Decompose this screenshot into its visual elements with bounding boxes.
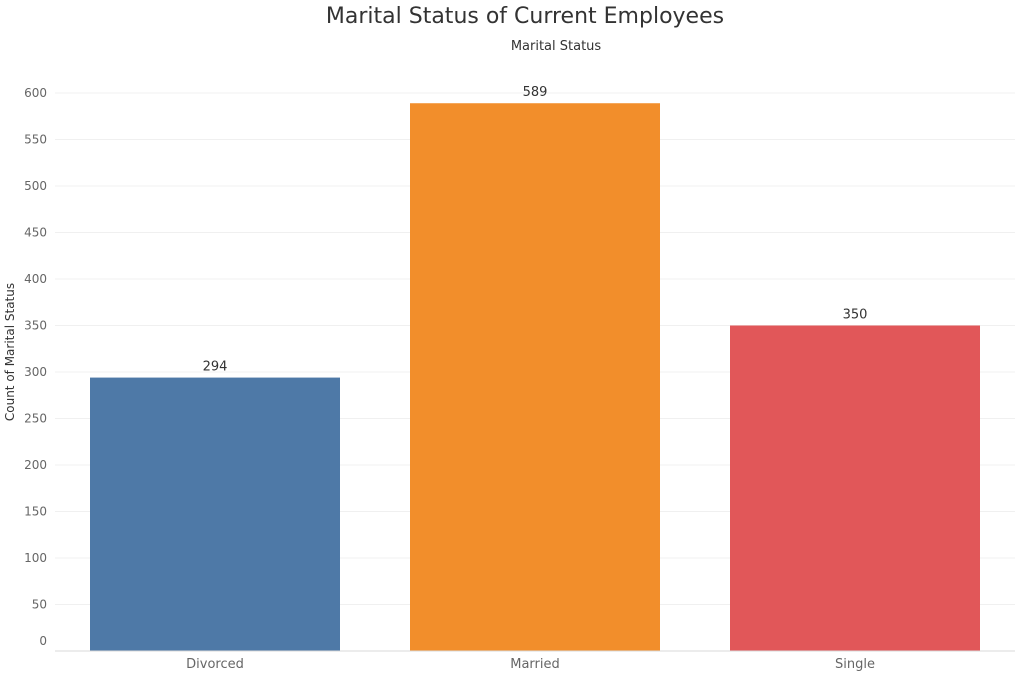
x-category-label: Married: [510, 657, 560, 672]
y-tick-label: 550: [24, 133, 47, 147]
bar-single: [730, 325, 980, 651]
x-category-label: Divorced: [186, 657, 244, 672]
y-tick-label: 250: [24, 412, 47, 426]
bar-married: [410, 103, 660, 652]
y-tick-label: 100: [24, 551, 47, 565]
y-tick-label: 500: [24, 179, 47, 193]
y-tick-label: 600: [24, 86, 47, 100]
y-tick-label: 0: [39, 634, 47, 648]
y-tick-label: 350: [24, 319, 47, 333]
data-label: 350: [843, 308, 868, 323]
data-label: 294: [203, 360, 228, 375]
y-tick-label: 450: [24, 226, 47, 240]
y-tick-label: 200: [24, 458, 47, 472]
bars: [90, 103, 980, 652]
x-category-label: Single: [835, 657, 875, 672]
bar-divorced: [90, 377, 340, 651]
x-axis-categories: Divorced Married Single: [186, 657, 875, 672]
chart-title: Marital Status of Current Employees: [325, 4, 725, 29]
y-tick-label: 300: [24, 365, 47, 379]
y-tick-label: 150: [24, 505, 47, 519]
data-label: 589: [523, 85, 548, 100]
y-axis-ticks: 0 50 100 150 200 250 300 350 400 450 500 550 600: [24, 86, 47, 648]
y-tick-label: 400: [24, 272, 47, 286]
y-tick-label: 50: [32, 598, 47, 612]
data-labels: 294 589 350: [203, 85, 868, 374]
x-axis-header: Marital Status: [510, 39, 602, 54]
